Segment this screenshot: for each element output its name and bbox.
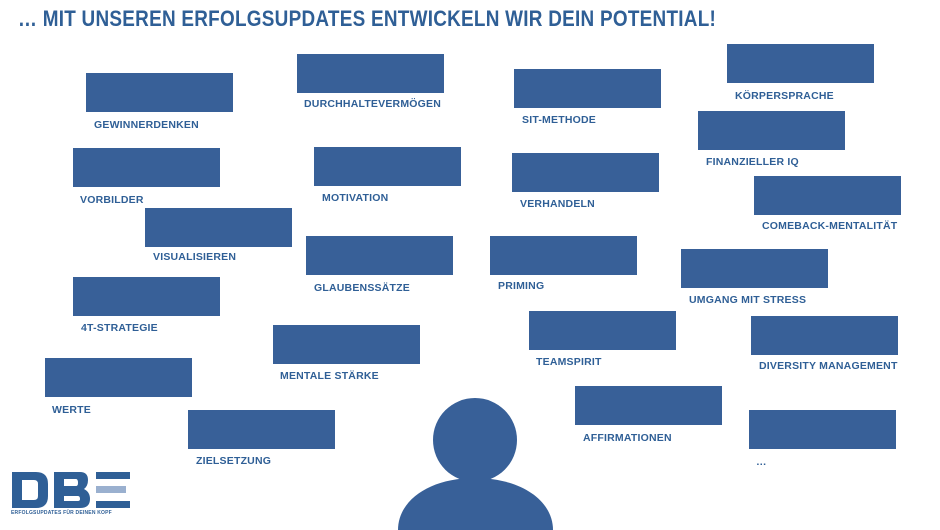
topic-label-glaubenssaetze: GLAUBENSSÄTZE (314, 282, 410, 294)
topic-label-koerpersprache: KÖRPERSPRACHE (735, 90, 834, 102)
topic-label-4t-strategie: 4T-STRATEGIE (81, 322, 158, 334)
topic-label-finanzieller-iq: FINANZIELLER IQ (706, 156, 799, 168)
topic-tile-comeback-mentalitaet (754, 176, 901, 215)
topic-label-visualisieren: VISUALISIEREN (153, 251, 237, 263)
topic-tile-mentale-staerke (273, 325, 420, 364)
page-title: … MIT UNSEREN ERFOLGSUPDATES ENTWICKELN … (18, 6, 717, 31)
topic-tile-zielsetzung (188, 410, 335, 449)
topic-label-zielsetzung: ZIELSETZUNG (196, 455, 272, 467)
topic-label-teamspirit: TEAMSPIRIT (536, 356, 602, 368)
topic-label-umgang-mit-stress: UMGANG MIT STRESS (689, 294, 807, 306)
topic-label-motivation: MOTIVATION (322, 192, 389, 204)
topic-tile-gewinnerdenken (86, 73, 233, 112)
topic-tile-more (749, 410, 896, 449)
topic-tile-motivation (314, 147, 461, 186)
topic-tile-koerpersprache (727, 44, 874, 83)
topic-label-sit-methode: SIT-METHODE (522, 114, 596, 126)
topic-tile-visualisieren (145, 208, 292, 247)
topic-tile-teamspirit (529, 311, 676, 350)
topic-label-affirmationen: AFFIRMATIONEN (583, 432, 672, 444)
topic-tile-vorbilder (73, 148, 220, 187)
topic-tile-diversity-management (751, 316, 898, 355)
person-silhouette-icon (398, 398, 553, 530)
topic-tile-affirmationen (575, 386, 722, 425)
topic-label-verhandeln: VERHANDELN (520, 198, 595, 210)
topic-label-comeback-mentalitaet: COMEBACK-MENTALITÄT (762, 220, 898, 232)
topic-label-vorbilder: VORBILDER (80, 194, 144, 206)
topic-tile-verhandeln (512, 153, 659, 192)
topic-label-diversity-management: DIVERSITY MANAGEMENT (759, 360, 898, 372)
topic-tile-durchhaltevermoegen (297, 54, 444, 93)
topic-tile-priming (490, 236, 637, 275)
topic-tile-glaubenssaetze (306, 236, 453, 275)
topic-label-gewinnerdenken: GEWINNERDENKEN (94, 119, 199, 131)
topic-tile-finanzieller-iq (698, 111, 845, 150)
topic-label-priming: PRIMING (498, 280, 545, 292)
topic-label-durchhaltevermoegen: DURCHHALTEVERMÖGEN (304, 98, 441, 110)
topic-tile-sit-methode (514, 69, 661, 108)
topic-label-werte: WERTE (52, 404, 91, 416)
logo-tagline: ERFOLGSUPDATES FÜR DEINEN KOPF (11, 510, 112, 516)
topic-tile-werte (45, 358, 192, 397)
topic-label-mentale-staerke: MENTALE STÄRKE (280, 370, 379, 382)
topic-label-more: … (756, 456, 767, 468)
dbe-logo (12, 472, 130, 508)
topic-tile-4t-strategie (73, 277, 220, 316)
topic-tile-umgang-mit-stress (681, 249, 828, 288)
